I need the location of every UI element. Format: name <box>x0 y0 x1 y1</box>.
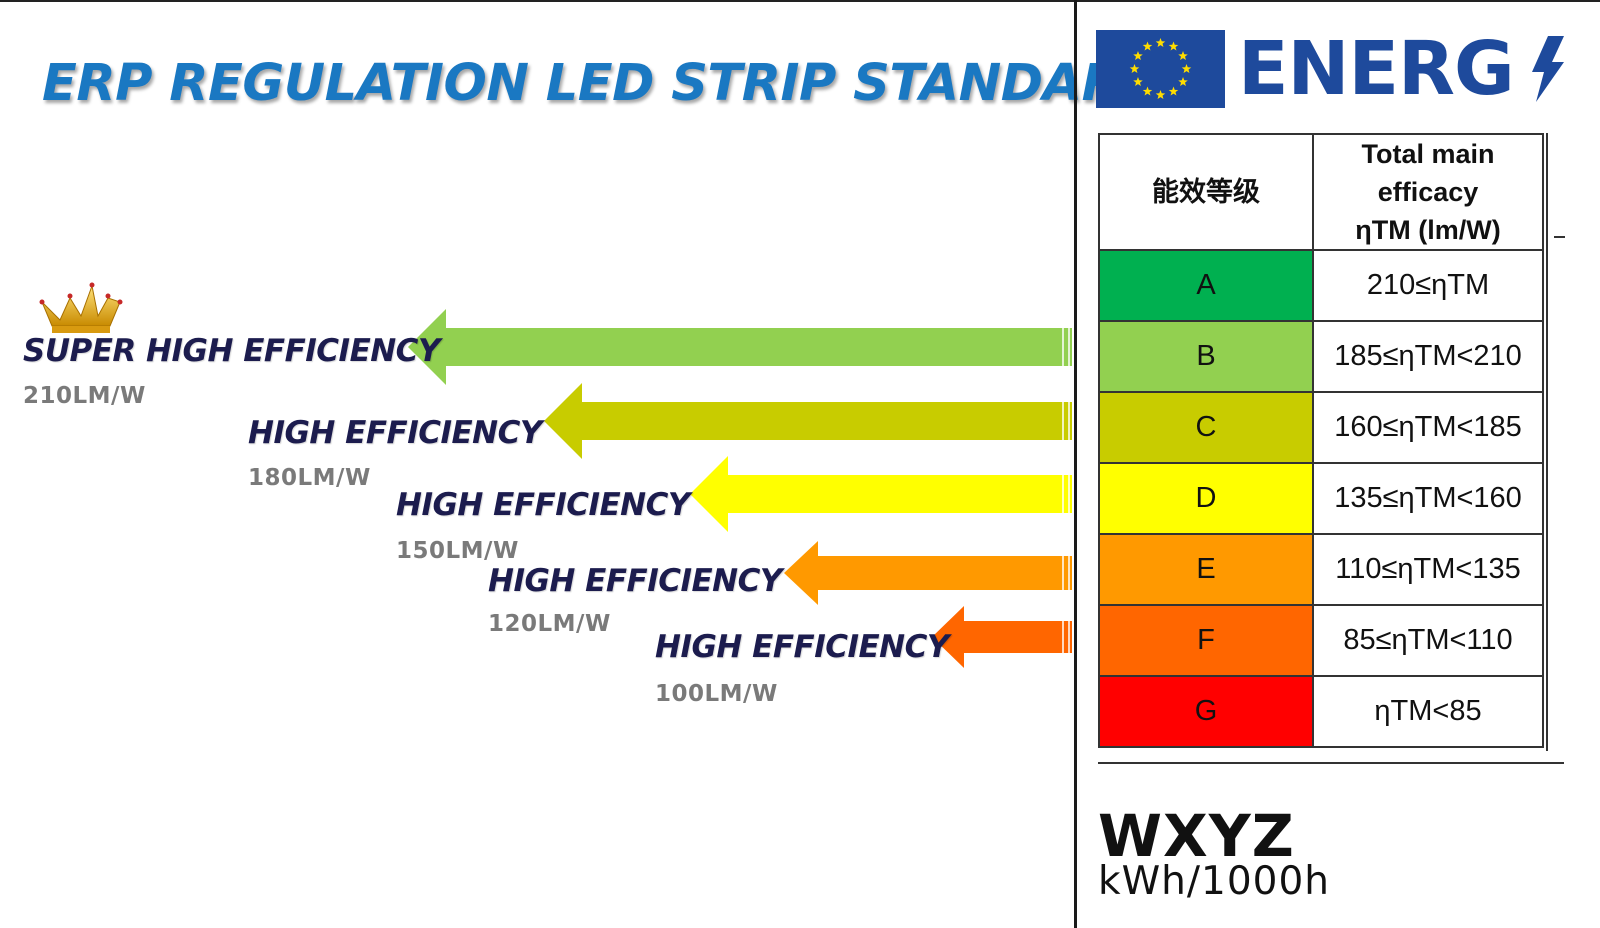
section-divider <box>1074 0 1077 928</box>
table-row: B 185≤ηTM<210 <box>1098 320 1544 393</box>
eu-star-icon <box>1168 86 1179 96</box>
tier-2-label: HIGH EFFICIENCY <box>248 415 542 451</box>
energy-consumption-unit: kWh/1000h <box>1098 859 1330 904</box>
eu-star-icon <box>1155 90 1166 100</box>
header-efficacy-line1: Total main efficacy <box>1361 139 1495 207</box>
eu-star-icon <box>1155 38 1166 48</box>
eu-star-icon <box>1142 86 1153 96</box>
energy-consumption-value: WXYZ <box>1098 802 1295 870</box>
eu-star-icon <box>1178 77 1188 87</box>
efficiency-class-table: 能效等级 Total main efficacy ηTM (lm/W) A 21… <box>1098 133 1544 748</box>
class-cell: D <box>1098 462 1314 535</box>
eu-flag-icon <box>1096 30 1225 108</box>
tier-1-label: SUPER HIGH EFFICIENCY <box>23 333 440 369</box>
eu-star-icon <box>1133 77 1143 87</box>
table-row: F 85≤ηTM<110 <box>1098 604 1544 677</box>
lightning-bolt-icon <box>1532 36 1564 102</box>
eu-star-icon <box>1129 64 1140 74</box>
arrow-shape <box>690 456 1072 532</box>
tier-5-label: HIGH EFFICIENCY <box>655 629 949 665</box>
arrow-stripe <box>1062 328 1064 366</box>
tier-arrow-1 <box>408 309 1072 385</box>
energy-brand-text: ENERG <box>1238 26 1515 112</box>
eu-star-icon <box>1181 64 1192 74</box>
arrow-stripe <box>1068 556 1070 590</box>
table-bottom-rule <box>1098 762 1564 764</box>
tier-2-value: 180LM/W <box>248 465 371 491</box>
arrow-stripe <box>1062 556 1064 590</box>
range-cell: 110≤ηTM<135 <box>1312 533 1544 606</box>
class-cell: G <box>1098 675 1314 748</box>
top-border <box>0 0 1600 2</box>
tier-arrow-3 <box>690 456 1072 532</box>
tier-5-value: 100LM/W <box>655 681 778 707</box>
table-row: C 160≤ηTM<185 <box>1098 391 1544 464</box>
eu-star-icon <box>1168 41 1179 51</box>
arrow-stripe <box>1062 621 1064 653</box>
arrow-stripe <box>1068 621 1070 653</box>
table-tick-mark <box>1554 236 1565 238</box>
arrow-shape <box>544 383 1072 459</box>
page-title: ERP REGULATION LED STRIP STANDARD <box>42 54 1163 113</box>
eu-star-icon <box>1142 41 1153 51</box>
tier-arrow-2 <box>544 383 1072 459</box>
range-cell: 210≤ηTM <box>1312 249 1544 322</box>
class-cell: F <box>1098 604 1314 677</box>
class-cell: E <box>1098 533 1314 606</box>
range-cell: 85≤ηTM<110 <box>1312 604 1544 677</box>
class-cell: C <box>1098 391 1314 464</box>
tier-arrow-4 <box>784 541 1072 605</box>
tier-arrow-5 <box>932 606 1072 668</box>
range-cell: 185≤ηTM<210 <box>1312 320 1544 393</box>
table-row: G ηTM<85 <box>1098 675 1544 748</box>
arrow-shape <box>408 309 1072 385</box>
arrow-stripe <box>1068 328 1070 366</box>
header-total-efficacy: Total main efficacy ηTM (lm/W) <box>1312 133 1544 251</box>
tier-arrows <box>408 309 1072 668</box>
eu-star-icon <box>1133 51 1143 61</box>
tier-1-value: 210LM/W <box>23 383 146 409</box>
eu-star-icon <box>1178 51 1188 61</box>
tier-3-value: 150LM/W <box>396 538 519 564</box>
arrow-shape <box>784 541 1072 605</box>
class-cell: A <box>1098 249 1314 322</box>
range-cell: 135≤ηTM<160 <box>1312 462 1544 535</box>
arrow-stripe <box>1068 475 1070 513</box>
range-cell: ηTM<85 <box>1312 675 1544 748</box>
arrow-stripe <box>1062 402 1064 440</box>
header-efficacy-line2: ηTM (lm/W) <box>1355 215 1501 245</box>
table-row: E 110≤ηTM<135 <box>1098 533 1544 606</box>
tier-3-label: HIGH EFFICIENCY <box>396 487 690 523</box>
table-row: A 210≤ηTM <box>1098 249 1544 322</box>
range-cell: 160≤ηTM<185 <box>1312 391 1544 464</box>
table-header-row: 能效等级 Total main efficacy ηTM (lm/W) <box>1098 133 1544 251</box>
tier-4-value: 120LM/W <box>488 611 611 637</box>
class-cell: B <box>1098 320 1314 393</box>
crown-icon <box>39 282 123 333</box>
header-energy-class: 能效等级 <box>1098 133 1314 251</box>
table-row: D 135≤ηTM<160 <box>1098 462 1544 535</box>
table-right-rule <box>1546 133 1548 751</box>
tier-4-label: HIGH EFFICIENCY <box>488 563 782 599</box>
arrow-shape <box>932 606 1072 668</box>
arrow-stripe <box>1068 402 1070 440</box>
arrow-stripe <box>1062 475 1064 513</box>
